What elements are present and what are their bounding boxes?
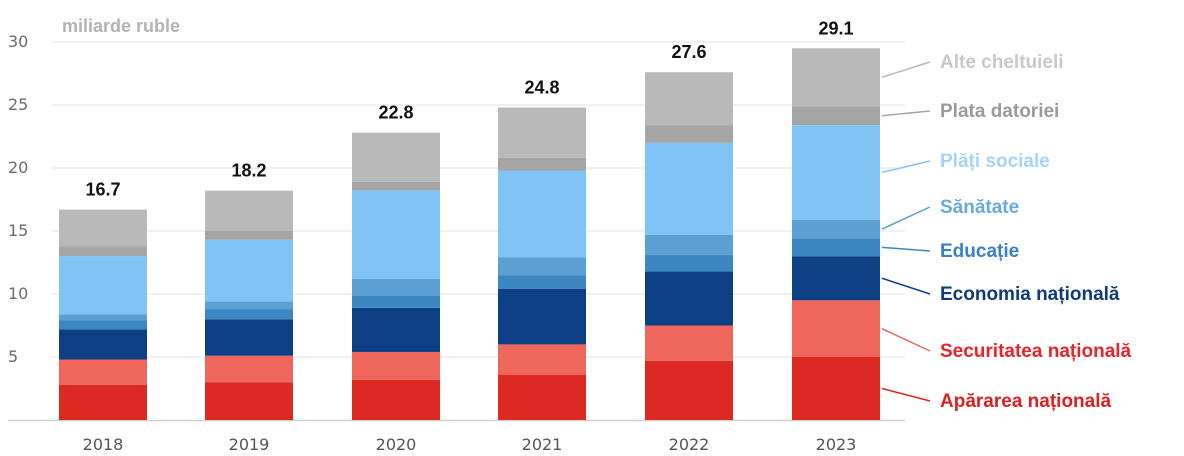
bar-segment [59, 384, 147, 420]
legend-label: Economia națională [940, 284, 1120, 305]
bar-segment [498, 288, 586, 345]
bar-segment [645, 360, 733, 420]
bar-segment [792, 219, 880, 239]
legend-leader-line [881, 246, 931, 252]
legend-label: Educație [940, 241, 1019, 262]
bar-segment [59, 256, 147, 315]
bar-segment [498, 275, 586, 289]
bar-segment [205, 382, 293, 420]
legend: Apărarea națională Securitatea națională E… [881, 52, 1132, 412]
legend-label: Plăți sociale [940, 151, 1050, 172]
bar-segment [352, 379, 440, 420]
bar-segment [645, 72, 733, 126]
legend-leader-line [881, 387, 931, 402]
bar-segment [352, 132, 440, 182]
bar-segment [792, 106, 880, 126]
bar-segment [352, 278, 440, 296]
legend-leader-line [881, 160, 931, 174]
unit-label: miliarde ruble [62, 16, 180, 36]
bar-segment [645, 271, 733, 326]
bar-segment [792, 48, 880, 107]
y-tick-label: 15 [8, 221, 28, 240]
x-tick-label: 2023 [816, 435, 857, 454]
x-tick-label: 2019 [229, 435, 270, 454]
bar-segment [352, 190, 440, 279]
y-tick-label: 30 [8, 32, 28, 51]
bar-segment [792, 125, 880, 220]
total-label: 29.1 [818, 18, 853, 38]
legend-label: Apărarea națională [940, 391, 1111, 412]
bar-segment [352, 307, 440, 352]
total-label: 27.6 [671, 42, 706, 62]
x-tick-label: 2020 [376, 435, 417, 454]
y-tick-label: 20 [8, 158, 28, 177]
bar-segment [792, 256, 880, 301]
bar-segment [498, 257, 586, 276]
legend-leader-line [881, 327, 931, 352]
bar-segment [792, 238, 880, 257]
labels: miliarde ruble 5 10 15 20 25 30 16.7 2018 18.2 20… [8, 16, 856, 454]
bar-segment [498, 157, 586, 171]
bar-segment [205, 355, 293, 383]
bar-segment [205, 319, 293, 356]
legend-label: Plata datoriei [940, 101, 1059, 122]
bar-segment [792, 300, 880, 357]
bar-segment [59, 209, 147, 247]
y-tick-label: 25 [8, 95, 28, 114]
bar-segment [59, 246, 147, 257]
bar-segment [205, 190, 293, 231]
x-tick-label: 2018 [83, 435, 124, 454]
bar-segment [792, 357, 880, 420]
bars [59, 48, 880, 420]
bar-segment [645, 254, 733, 272]
x-tick-label: 2022 [669, 435, 710, 454]
bar-segment [498, 170, 586, 258]
bar-segment [205, 309, 293, 320]
bar-segment [498, 344, 586, 375]
legend-leader-line [881, 61, 931, 78]
total-label: 18.2 [231, 161, 266, 181]
bar-segment [59, 314, 147, 321]
bar-segment [498, 107, 586, 158]
legend-leader-line [881, 110, 931, 117]
bar-segment [352, 295, 440, 308]
bar-segment [645, 125, 733, 143]
bar-segment [205, 239, 293, 302]
bar-segment [645, 325, 733, 361]
bar-segment [352, 181, 440, 191]
legend-label: Sănătate [940, 197, 1019, 218]
legend-label: Securitatea națională [940, 341, 1132, 362]
bar-segment [498, 374, 586, 420]
bar-segment [352, 351, 440, 380]
bar-segment [59, 359, 147, 385]
legend-leader-line [881, 206, 931, 230]
total-label: 22.8 [378, 103, 413, 123]
legend-label: Alte cheltuieli [940, 52, 1064, 73]
total-label: 16.7 [85, 180, 120, 200]
bar-segment [645, 234, 733, 255]
bar-segment [205, 231, 293, 240]
total-label: 24.8 [524, 78, 559, 98]
bar-segment [59, 329, 147, 360]
y-tick-label: 5 [8, 347, 18, 366]
bar-segment [645, 142, 733, 235]
legend-leader-line [881, 277, 931, 295]
gridlines [8, 41, 905, 422]
bar-segment [59, 320, 147, 330]
bar-segment [205, 301, 293, 310]
y-tick-label: 10 [8, 284, 28, 303]
x-tick-label: 2021 [522, 435, 563, 454]
